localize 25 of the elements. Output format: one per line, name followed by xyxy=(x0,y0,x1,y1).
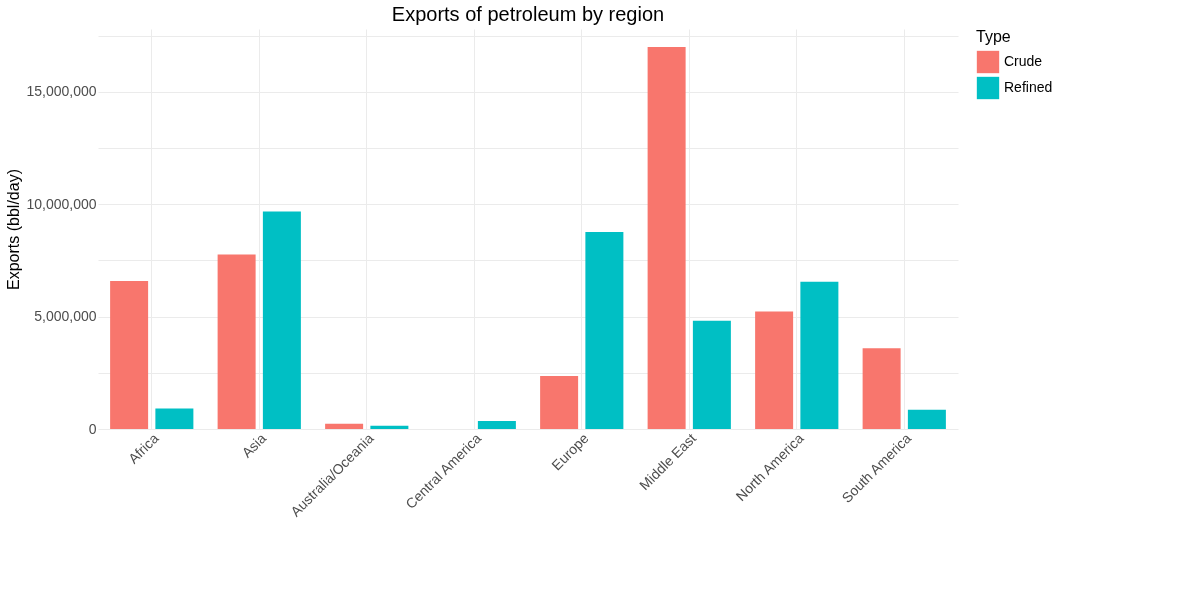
bar xyxy=(262,211,301,429)
bar xyxy=(217,254,256,429)
bar xyxy=(325,423,364,429)
legend-label: Refined xyxy=(1004,79,1053,95)
bar xyxy=(477,420,516,429)
bar xyxy=(540,375,579,429)
bar xyxy=(155,408,194,429)
chart-title: Exports of petroleum by region xyxy=(391,3,665,25)
bar xyxy=(907,409,946,429)
bar xyxy=(862,348,901,429)
y-tick-label: 5,000,000 xyxy=(34,308,97,325)
legend-title: Type xyxy=(976,28,1011,45)
y-tick-label: 10,000,000 xyxy=(26,195,97,212)
bar xyxy=(800,281,839,429)
bar xyxy=(647,46,686,429)
bar xyxy=(370,425,409,429)
bar xyxy=(585,231,624,429)
y-axis-title: Exports (bbl/day) xyxy=(5,169,23,290)
bar xyxy=(755,311,794,429)
bar xyxy=(692,320,731,429)
legend-label: Crude xyxy=(1004,53,1043,69)
x-tick-label: Asia xyxy=(238,429,270,461)
y-tick-label: 15,000,000 xyxy=(26,83,97,100)
y-tick-label: 0 xyxy=(88,420,97,437)
bar xyxy=(110,280,149,429)
